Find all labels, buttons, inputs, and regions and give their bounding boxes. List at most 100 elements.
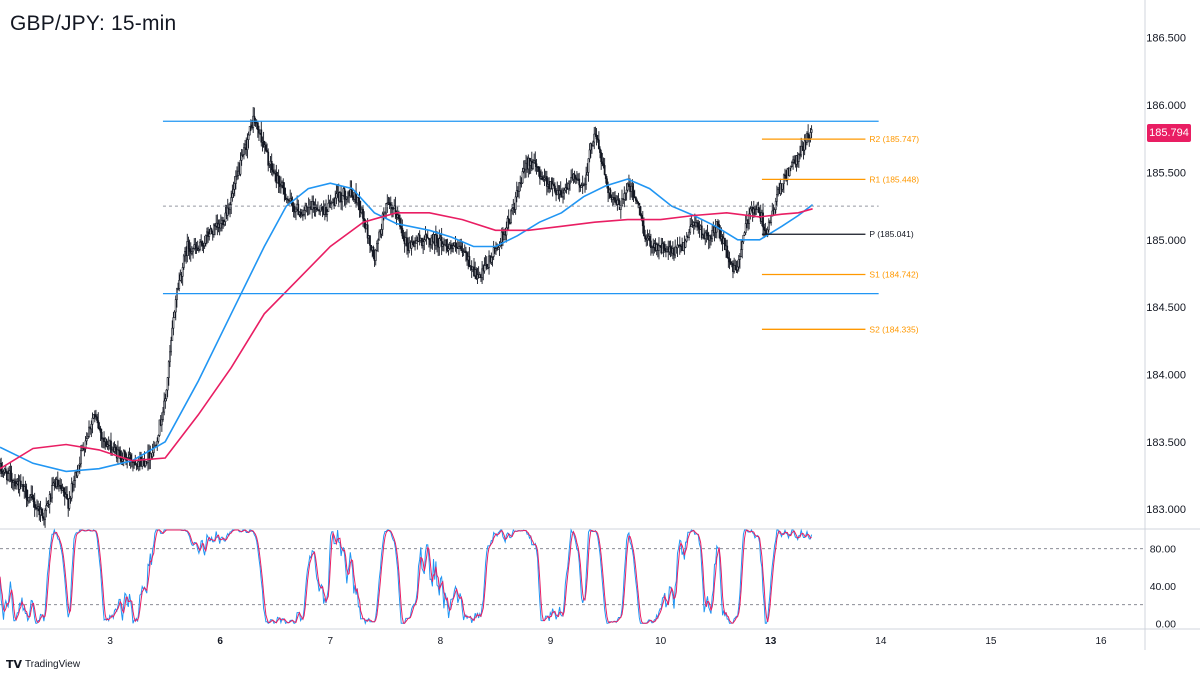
candle-body xyxy=(532,162,534,169)
candle-body xyxy=(728,258,731,263)
candle-body xyxy=(123,450,126,455)
candle-body xyxy=(380,229,383,235)
candle-body xyxy=(100,431,103,440)
candle-body xyxy=(178,280,181,289)
candle-body xyxy=(602,163,605,166)
candle-body xyxy=(628,183,630,187)
candle-body xyxy=(515,190,518,198)
candle-body xyxy=(77,464,80,473)
candle-body xyxy=(99,428,102,433)
candle-body xyxy=(60,485,63,491)
candle-body xyxy=(737,259,740,268)
candle-body xyxy=(40,508,43,514)
candle-body xyxy=(253,115,256,123)
candle-body xyxy=(801,145,804,151)
candle-body xyxy=(723,238,726,251)
candle-body xyxy=(601,161,604,165)
candle-body xyxy=(475,269,478,279)
y-tick-label: 183.000 xyxy=(1146,504,1186,516)
candle-body xyxy=(170,340,173,353)
candle-body xyxy=(231,193,234,198)
candle-body xyxy=(631,185,634,192)
y-tick-label: 184.000 xyxy=(1146,369,1186,381)
candle-body xyxy=(596,138,599,141)
candle-body xyxy=(85,438,88,442)
brand-text: TradingView xyxy=(25,659,81,670)
candle-body xyxy=(543,177,546,180)
candle-body xyxy=(624,192,627,194)
candle-body xyxy=(497,247,500,250)
candle-body xyxy=(797,154,800,162)
candle-body xyxy=(312,201,315,206)
candle-body xyxy=(402,235,405,240)
candle-body xyxy=(119,450,122,460)
pivot-label: R2 (185.747) xyxy=(869,134,919,144)
candle-body xyxy=(643,225,645,237)
candle-body xyxy=(230,197,233,206)
oscillator-k-line xyxy=(0,528,813,626)
candle-body xyxy=(541,176,544,180)
candle-body xyxy=(156,440,159,446)
candle-body xyxy=(203,242,206,247)
candle-body xyxy=(73,480,75,485)
candle-body xyxy=(773,209,776,216)
candle-body xyxy=(299,211,302,216)
candle-body xyxy=(621,198,623,207)
candle-body xyxy=(74,472,77,481)
candle-body xyxy=(570,177,573,183)
chart-title: GBP/JPY: 15-min xyxy=(10,12,177,35)
candle-body xyxy=(229,204,231,210)
candle-body xyxy=(326,211,329,215)
candle-body xyxy=(391,204,393,210)
candle-body xyxy=(762,212,764,228)
candle-body xyxy=(286,198,289,201)
candle-body xyxy=(96,416,99,422)
pivot-label: P (185.041) xyxy=(869,229,913,239)
candle-body xyxy=(490,257,493,263)
candle-body xyxy=(697,222,700,228)
x-tick-label: 16 xyxy=(1095,636,1107,647)
candle-body xyxy=(233,183,236,190)
candle-body xyxy=(374,249,377,261)
candle-body xyxy=(266,150,268,153)
candle-body xyxy=(465,250,467,254)
candle-body xyxy=(210,228,213,232)
candle-body xyxy=(770,215,773,224)
x-tick-label: 6 xyxy=(217,636,223,647)
candle-body xyxy=(381,213,384,230)
candle-body xyxy=(491,256,494,258)
candle-body xyxy=(260,129,263,143)
candle-body xyxy=(802,149,805,152)
y-tick-label: 185.000 xyxy=(1146,235,1186,247)
candle-body xyxy=(616,199,619,205)
candle-body xyxy=(44,509,46,520)
candle-body xyxy=(15,483,18,487)
candle-body xyxy=(400,226,403,229)
candle-body xyxy=(789,165,792,169)
candle-body xyxy=(678,244,681,247)
candle-body xyxy=(315,207,318,211)
candle-body xyxy=(607,185,610,194)
candle-body xyxy=(452,245,455,249)
oscillator-y-tick: 0.00 xyxy=(1156,618,1177,630)
candle-body xyxy=(739,256,741,260)
candle-body xyxy=(256,122,259,130)
candle-body xyxy=(810,129,813,133)
candle-body xyxy=(522,168,525,172)
candle-body xyxy=(177,288,179,290)
tradingview-branding[interactable]: 𝗧𝗩 TradingView xyxy=(6,658,80,671)
candle-body xyxy=(793,159,796,164)
candle-body xyxy=(481,268,483,278)
candle-body xyxy=(447,248,450,251)
candle-body xyxy=(25,488,28,500)
candle-body xyxy=(160,419,163,426)
oscillator-y-tick: 80.00 xyxy=(1150,544,1176,556)
candle-body xyxy=(303,209,305,215)
candle-body xyxy=(236,175,238,177)
candle-body xyxy=(726,245,729,258)
candle-body xyxy=(247,134,250,140)
candle-body xyxy=(197,248,200,251)
candle-body xyxy=(518,182,520,192)
candle-body xyxy=(757,205,760,213)
